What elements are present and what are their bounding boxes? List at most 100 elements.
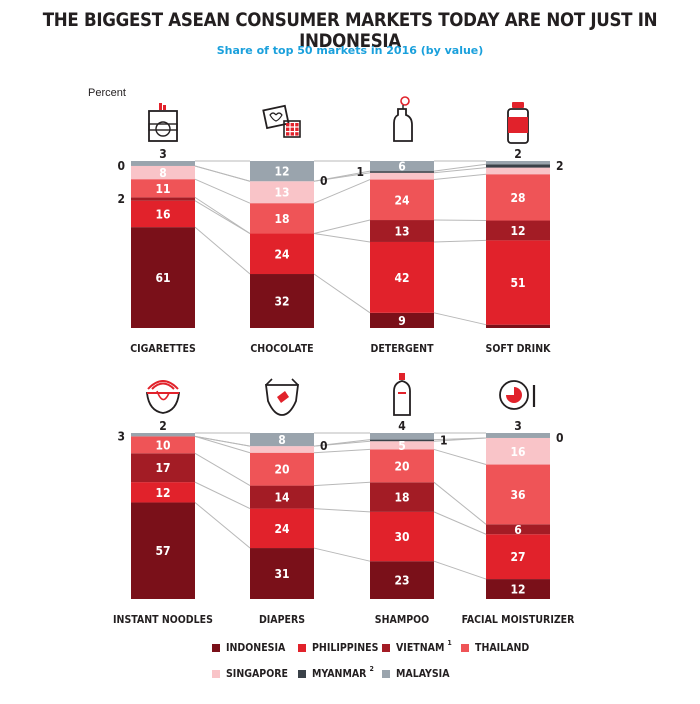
data-label: 36: [510, 488, 525, 502]
data-label: 27: [510, 550, 525, 564]
data-label: 12: [510, 224, 525, 238]
icons-group: [145, 96, 536, 416]
bar-segment: [131, 453, 195, 483]
connector-line: [194, 435, 251, 454]
connector-line: [313, 448, 371, 454]
bar-segment: [131, 433, 195, 437]
bar-segment: [370, 312, 434, 328]
connector-line: [433, 437, 487, 441]
connector-line: [194, 226, 251, 275]
data-label: 18: [394, 491, 409, 505]
bar-segment: [131, 197, 195, 201]
tick-label: DETERGENT: [370, 343, 434, 355]
connector-line: [313, 508, 371, 513]
legend-label: INDONESIA: [226, 642, 286, 654]
data-label: 2: [556, 159, 564, 173]
connector-line: [194, 178, 251, 204]
connector-line: [313, 439, 371, 447]
legend-swatch: [461, 644, 469, 652]
legend-label: THAILAND: [475, 642, 529, 654]
connector-lines: [194, 160, 487, 580]
bar-segment: [250, 274, 314, 328]
data-label: 20: [394, 459, 409, 473]
connector-line: [313, 170, 371, 182]
data-label: 13: [394, 225, 409, 239]
bar-segment: [370, 561, 434, 599]
chocolate-bar-icon: [262, 104, 301, 138]
legend-item: MALAYSIA: [382, 668, 450, 680]
connector-line: [313, 219, 371, 235]
data-label: 12: [274, 165, 289, 179]
data-label: 2: [117, 192, 125, 206]
bar-segment: [486, 437, 550, 465]
bar-segment: [486, 534, 550, 580]
bar-segment: [486, 464, 550, 525]
data-label: 4: [398, 419, 406, 433]
bar-segment: [250, 446, 314, 453]
connector-line: [194, 165, 251, 182]
data-label: 51: [510, 276, 525, 290]
connector-line: [433, 173, 487, 181]
bar-segment: [250, 548, 314, 599]
data-label: 10: [155, 438, 170, 452]
data-label: 30: [394, 530, 409, 544]
bar-segment: [486, 240, 550, 325]
data-label: 24: [274, 247, 290, 261]
data-label: 31: [274, 567, 289, 581]
data-label: 13: [274, 186, 289, 200]
connector-line: [433, 560, 487, 580]
data-label: 6: [398, 160, 406, 174]
bar-segment: [370, 220, 434, 242]
bar-segment: [250, 203, 314, 234]
chart-subtitle: Share of top 50 markets in 2016 (by valu…: [216, 44, 484, 57]
legend-swatch: [298, 670, 306, 678]
data-label: 0: [117, 159, 125, 173]
legend-swatch: [298, 644, 306, 652]
connector-line: [313, 481, 371, 487]
legend-label: SINGAPORE: [226, 668, 288, 680]
data-label: 8: [278, 433, 286, 447]
data-label: 9: [398, 314, 406, 328]
bar-segment: [370, 161, 434, 172]
bar-segment: [486, 164, 550, 168]
bar-segment: [370, 433, 434, 440]
tick-label: INSTANT NOODLES: [113, 614, 213, 626]
bar-segment: [370, 449, 434, 483]
moisturizer-jar-icon: [499, 380, 536, 410]
connector-line: [313, 179, 371, 204]
bar-segment: [486, 220, 550, 241]
legend-item: INDONESIA: [212, 642, 286, 654]
tick-label: SOFT DRINK: [486, 343, 552, 355]
connector-line: [313, 547, 371, 562]
legend-item: SINGAPORE: [212, 668, 288, 680]
legend-label: PHILIPPINES: [312, 642, 379, 654]
bar-segment: [486, 174, 550, 221]
bar-segment: [131, 161, 195, 166]
bar-segment: [131, 482, 195, 503]
connector-line: [433, 481, 487, 525]
connector-line: [194, 452, 251, 487]
bar-segment: [250, 433, 314, 447]
connector-line: [433, 511, 487, 535]
data-label: 8: [159, 166, 167, 180]
bar-segment: [250, 233, 314, 275]
data-label: 6: [514, 523, 522, 537]
data-label: 32: [274, 295, 289, 309]
bar-segment: [370, 511, 434, 562]
data-label: 16: [155, 207, 170, 221]
bar-segment: [250, 452, 314, 486]
bar-segment: [131, 200, 195, 228]
bar-segment: [486, 433, 550, 438]
bar-segment: [370, 439, 434, 442]
data-label: 42: [394, 271, 409, 285]
connector-line: [433, 448, 487, 466]
connector-line: [194, 502, 251, 549]
data-label: 24: [274, 522, 290, 536]
bar-segment: [486, 324, 550, 328]
bars-group: [131, 161, 550, 599]
connector-line: [194, 196, 251, 234]
connector-line: [313, 233, 371, 243]
bar-segment: [370, 179, 434, 221]
tick-label: SHAMPOO: [375, 614, 429, 626]
